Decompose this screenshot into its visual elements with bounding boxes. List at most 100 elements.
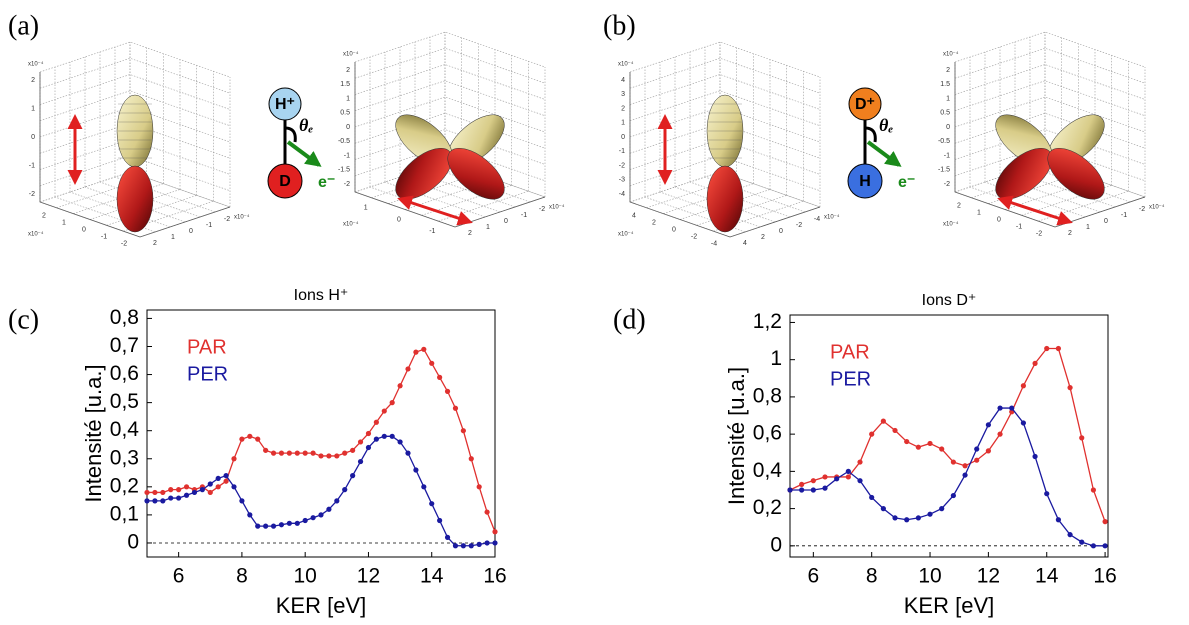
x-tick-label: 14 (420, 565, 444, 588)
data-point (822, 474, 828, 480)
data-point (405, 450, 411, 456)
data-point (1044, 345, 1050, 352)
z-tick-label: 2 (31, 77, 35, 84)
grid-3d (969, 186, 1071, 223)
molecule: H⁺ Dθₑ e⁻ (267, 87, 335, 199)
z-tick-label: 0.5 (340, 110, 350, 117)
x-tick-label: 10 (918, 565, 941, 588)
data-point (357, 458, 364, 465)
data-point (444, 388, 451, 394)
data-point (892, 427, 898, 434)
exponent-label: x10⁻⁴ (343, 221, 359, 228)
data-point (421, 346, 427, 352)
atom-label: H (859, 173, 871, 190)
electron-label: e⁻ (898, 174, 915, 191)
x-tick-label: 1 (364, 205, 368, 212)
y-tick-label: 1 (171, 234, 175, 241)
exponent-label: x10⁻⁴ (549, 204, 565, 211)
x-tick-label: 1 (977, 209, 981, 216)
data-point (397, 439, 403, 445)
data-point (215, 484, 221, 490)
y-tick-label: 0 (770, 533, 782, 556)
data-point (962, 472, 968, 478)
data-point (799, 487, 805, 493)
x-tick-label: 0 (672, 226, 676, 233)
legend-entry: PAR (187, 336, 227, 358)
lobe (116, 165, 154, 233)
grid-3d (369, 186, 471, 223)
data-point (278, 522, 285, 528)
grid-3d (629, 74, 821, 110)
data-point (437, 374, 443, 380)
chart: (d) Ions D⁺ 0 0,2 0,4 0,6 0,8 1 1,2 6 8 10 12 14 16 KER… (613, 292, 1117, 618)
y-tick-label: 0,8 (753, 384, 782, 407)
y-tick-label: 0,6 (753, 422, 782, 445)
data-point (144, 498, 150, 504)
legend-entry: PER (187, 363, 228, 385)
x-tick-label: -1 (101, 233, 107, 240)
legend-entry: PAR (830, 341, 870, 363)
data-point (915, 444, 921, 450)
grid-3d (39, 74, 231, 110)
x-tick-label: 16 (483, 565, 506, 588)
charts: (c)Ions H⁺00,10,20,30,40,50,60,70,86 8 10 1… (8, 287, 1117, 618)
data-point (191, 489, 198, 496)
panel-label: (d) (613, 304, 646, 335)
data-point (255, 436, 261, 442)
data-point (1090, 543, 1097, 549)
data-point (199, 487, 205, 493)
exponent-label: x10⁻⁴ (943, 51, 959, 58)
data-point (152, 498, 158, 504)
data-point (460, 428, 466, 434)
data-point (810, 478, 816, 484)
y-tick-label: -2 (796, 222, 802, 229)
z-tick-label: -4 (619, 191, 625, 198)
grid-3d (954, 161, 1146, 198)
panel-label: (c) (8, 304, 39, 335)
x-tick-label: 12 (357, 565, 380, 588)
data-point (468, 456, 474, 462)
y-tick-label: 1 (1086, 224, 1090, 231)
grid-3d (689, 181, 791, 218)
legend-entry: PER (830, 368, 871, 390)
angle-arc (284, 126, 297, 143)
grid-3d (674, 186, 776, 223)
x-tick-label: 6 (807, 565, 819, 588)
z-tick-label: 1 (31, 105, 35, 112)
data-point (318, 453, 324, 459)
grid-3d (679, 189, 771, 220)
polarization-arrow (997, 195, 1073, 226)
z-tick-label: -1 (29, 162, 35, 169)
y-tick-label: 2 (761, 234, 765, 241)
grid-3d (39, 171, 231, 208)
z-tick-label: -2 (944, 181, 950, 188)
y-tick-label: 0,7 (110, 334, 139, 357)
plot-frame (146, 309, 496, 558)
data-point (492, 540, 498, 546)
data-point (857, 459, 863, 465)
data-point (460, 543, 466, 549)
plot-3d: 2 1 0 -1 -2 2 1 0 -1 -2 2 1 0 -1 -2 x10⁻⁴ x10⁻⁴ x10⁻⁴ (28, 41, 250, 247)
data-point (1020, 383, 1026, 389)
atom (267, 163, 303, 199)
data-point (334, 498, 340, 504)
data-point (239, 498, 245, 504)
data-point (939, 446, 945, 452)
grid-3d (354, 96, 546, 133)
data-point (1009, 405, 1015, 411)
x-tick-label: 8 (866, 565, 878, 588)
x-tick-label: 6 (173, 565, 185, 588)
y-axis-label: Intensité [u.a.] (724, 367, 749, 505)
grid-3d (954, 31, 1146, 68)
data-point (997, 431, 1003, 437)
data-point (437, 517, 443, 524)
grid-3d (954, 129, 1146, 165)
data-point (950, 492, 956, 499)
x-tick-label: 0 (397, 216, 401, 223)
data-point (160, 498, 166, 504)
data-point (904, 517, 910, 523)
grid-3d (354, 31, 546, 68)
data-point (476, 484, 482, 490)
data-point (223, 473, 229, 479)
